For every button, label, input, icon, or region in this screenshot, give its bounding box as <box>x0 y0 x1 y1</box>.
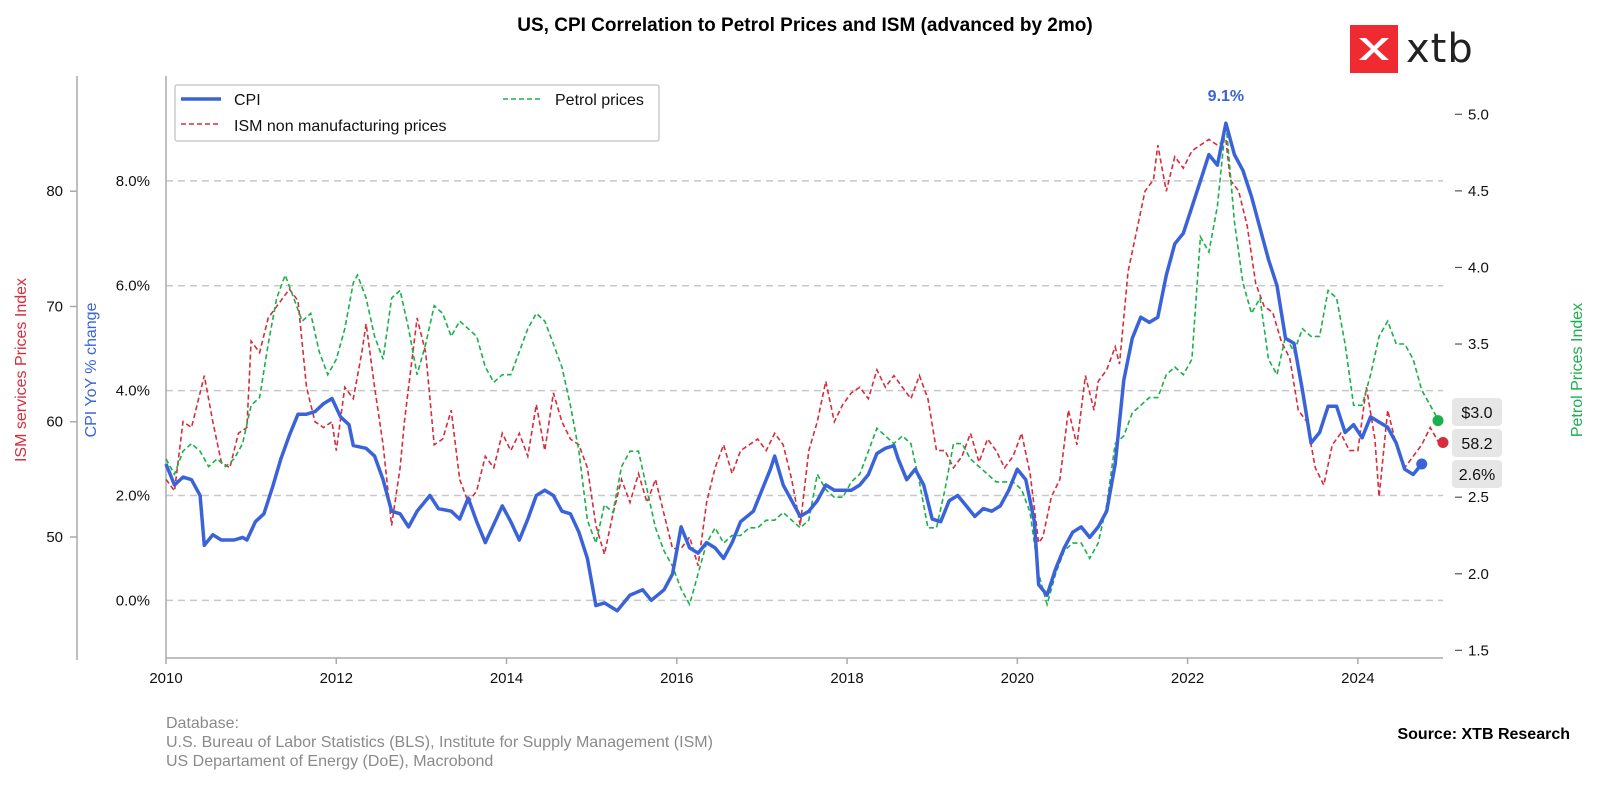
x-tick-label: 2010 <box>149 670 182 687</box>
end-point-petrol <box>1432 415 1444 427</box>
ism-axis-ticks: 50 60 70 80 <box>46 183 77 546</box>
petrol-tick-label: 2.0 <box>1468 566 1489 583</box>
svg-text:$3.0: $3.0 <box>1461 405 1492 422</box>
petrol-tick-label: 3.5 <box>1468 336 1489 353</box>
ism-tick-label: 80 <box>46 183 63 200</box>
cpi-tick-label: 2.0% <box>116 487 150 504</box>
label-end-cpi: 2.6% <box>1452 460 1502 488</box>
cpi-tick-label: 4.0% <box>116 383 150 400</box>
footer-database-label: Database: <box>166 715 239 732</box>
xtb-logo-text: xtb <box>1406 26 1474 72</box>
petrol-axis-ticks: 1.52.02.53.03.54.04.55.0 <box>1455 106 1489 659</box>
x-axis-ticks: 2010 2012 2014 2016 2018 2020 2022 2024 <box>149 658 1375 687</box>
petrol-axis-label: Petrol Prices Index <box>1569 303 1586 437</box>
cpi-axis-ticks: 0.0% 2.0% 4.0% 6.0% 8.0% <box>116 173 150 609</box>
series-line-ism <box>165 137 1440 567</box>
x-tick-label: 2024 <box>1341 670 1374 687</box>
ism-tick-label: 60 <box>46 414 63 431</box>
xtb-logo: xtb <box>1350 25 1474 73</box>
label-end-petrol: $3.0 <box>1452 398 1502 426</box>
xtb-logo-mark <box>1350 25 1398 73</box>
x-tick-label: 2022 <box>1171 670 1204 687</box>
x-tick-label: 2012 <box>320 670 353 687</box>
footer-line-1: U.S. Bureau of Labor Statistics (BLS), I… <box>166 734 713 751</box>
petrol-tick-label: 5.0 <box>1468 106 1489 123</box>
label-end-ism: 58.2 <box>1452 429 1502 457</box>
petrol-tick-label: 2.5 <box>1468 489 1489 506</box>
cpi-axis-label: CPI YoY % change <box>83 302 100 437</box>
svg-text:58.2: 58.2 <box>1461 436 1492 453</box>
x-tick-label: 2016 <box>660 670 693 687</box>
legend-label-petrol: Petrol prices <box>555 92 644 109</box>
footer-database: Database: U.S. Bureau of Labor Statistic… <box>166 714 713 771</box>
x-tick-label: 2020 <box>1001 670 1034 687</box>
svg-text:2.6%: 2.6% <box>1459 467 1495 484</box>
petrol-tick-label: 4.5 <box>1468 183 1489 200</box>
legend-label-ism: ISM non manufacturing prices <box>234 118 447 135</box>
ism-tick-label: 50 <box>46 529 63 546</box>
footer-line-2: US Departament of Energy (DoE), Macrobon… <box>166 753 494 770</box>
legend-label-cpi: CPI <box>234 92 261 109</box>
petrol-tick-label: 4.0 <box>1468 259 1489 276</box>
cpi-tick-label: 8.0% <box>116 173 150 190</box>
peak-annotation: 9.1% <box>1208 88 1244 105</box>
footer-source: Source: XTB Research <box>1397 726 1570 743</box>
x-tick-label: 2014 <box>490 670 523 687</box>
end-point-ism <box>1437 436 1449 448</box>
end-point-cpi <box>1416 458 1428 470</box>
cpi-tick-label: 0.0% <box>116 592 150 609</box>
series-line-cpi <box>164 121 1424 613</box>
ism-axis-label: ISM services Prices Index <box>13 278 30 462</box>
series-line-petrol <box>165 121 1440 608</box>
petrol-tick-label: 1.5 <box>1468 642 1489 659</box>
cpi-tick-label: 6.0% <box>116 278 150 295</box>
chart-title: US, CPI Correlation to Petrol Prices and… <box>517 15 1092 36</box>
x-tick-label: 2018 <box>830 670 863 687</box>
ism-tick-label: 70 <box>46 298 63 315</box>
legend: CPI ISM non manufacturing prices Petrol … <box>174 84 660 142</box>
grid-lines <box>166 180 1443 602</box>
